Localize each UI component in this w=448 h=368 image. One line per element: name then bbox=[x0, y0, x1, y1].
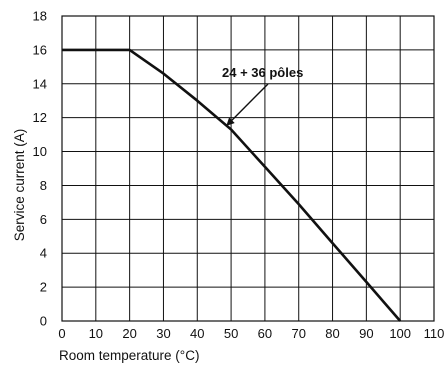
x-tick-label: 60 bbox=[258, 326, 272, 341]
x-tick-label: 80 bbox=[325, 326, 339, 341]
x-tick-label: 30 bbox=[156, 326, 170, 341]
x-axis-label: Room temperature (°C) bbox=[59, 348, 199, 363]
x-tick-label: 10 bbox=[89, 326, 103, 341]
y-tick-label: 10 bbox=[33, 144, 47, 159]
x-tick-label: 50 bbox=[224, 326, 238, 341]
series bbox=[61, 48, 402, 322]
y-tick-label: 8 bbox=[40, 178, 47, 193]
plot-frame bbox=[61, 15, 435, 322]
x-tick-label: 70 bbox=[291, 326, 305, 341]
y-tick-labels: 0 2 4 6 8 10 12 14 16 18 bbox=[33, 9, 47, 329]
x-tick-label: 90 bbox=[359, 326, 373, 341]
x-tick-labels: 0 10 20 30 40 50 60 70 80 90 100 110 bbox=[58, 326, 444, 341]
annotation-label: 24 + 36 pôles bbox=[222, 65, 303, 80]
y-tick-label: 16 bbox=[33, 42, 47, 57]
annotation-arrow bbox=[226, 83, 269, 126]
y-tick-label: 18 bbox=[33, 9, 47, 24]
x-tick-label: 110 bbox=[424, 326, 445, 341]
grid bbox=[61, 15, 435, 322]
x-tick-label: 20 bbox=[122, 326, 136, 341]
y-tick-label: 2 bbox=[40, 280, 47, 295]
y-tick-label: 4 bbox=[40, 246, 47, 261]
y-tick-label: 14 bbox=[33, 76, 47, 91]
y-axis-label: Service current (A) bbox=[12, 129, 27, 242]
y-tick-label: 6 bbox=[40, 212, 47, 227]
series-line bbox=[62, 48, 402, 322]
y-tick-label: 12 bbox=[33, 110, 47, 125]
x-tick-label: 0 bbox=[58, 326, 65, 341]
x-tick-label: 40 bbox=[190, 326, 204, 341]
y-tick-label: 0 bbox=[40, 314, 47, 329]
x-tick-label: 100 bbox=[389, 326, 411, 341]
annotations: 24 + 36 pôles bbox=[222, 65, 303, 126]
